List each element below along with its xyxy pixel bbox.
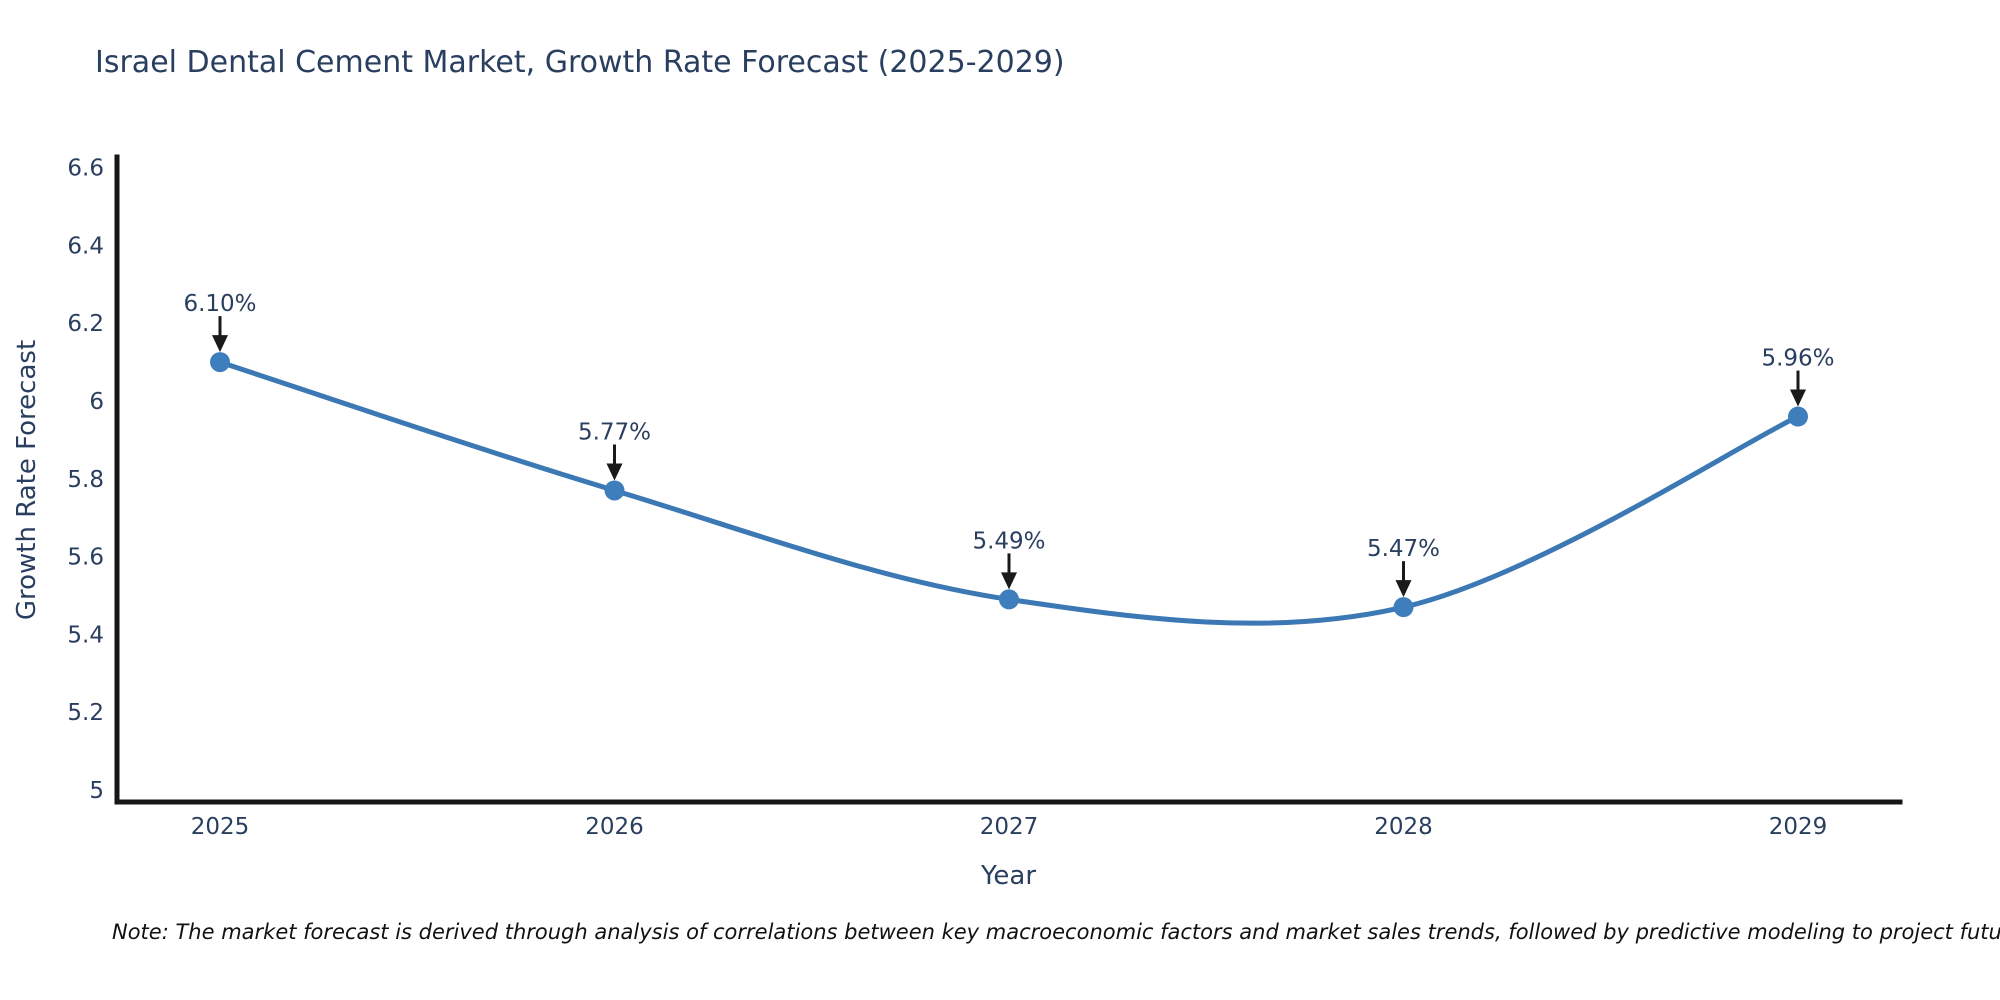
line-chart: 5 5.2 5.4 5.6 5.8 6 6.2 6.4 6.6 2025 2026 2027 2028 2… bbox=[67, 154, 1903, 840]
y-axis-title: Growth Rate Forecast bbox=[12, 339, 42, 621]
y-tick-label: 6.4 bbox=[67, 233, 104, 259]
y-tick-label: 6.6 bbox=[67, 156, 104, 182]
x-tick-label: 2025 bbox=[191, 814, 250, 840]
data-point bbox=[604, 480, 625, 501]
annotation-arrowhead bbox=[1001, 572, 1017, 590]
y-tick-label: 5.8 bbox=[67, 467, 104, 493]
annotation-arrowhead bbox=[1395, 580, 1412, 598]
data-point bbox=[999, 589, 1019, 610]
annotation-arrowhead bbox=[1790, 389, 1806, 407]
data-point bbox=[1788, 406, 1808, 427]
x-tick-label: 2029 bbox=[1769, 814, 1828, 840]
y-tick-label: 6 bbox=[89, 389, 104, 415]
point-label: 5.49% bbox=[972, 528, 1045, 554]
footnote: Note: The market forecast is derived thr… bbox=[112, 920, 2000, 944]
annotation-arrowhead bbox=[606, 463, 623, 481]
x-axis-title: Year bbox=[980, 861, 1037, 891]
y-tick-label: 5 bbox=[89, 778, 104, 804]
x-tick-label: 2027 bbox=[980, 814, 1039, 840]
data-point bbox=[210, 352, 230, 373]
chart-title: Israel Dental Cement Market, Growth Rate… bbox=[95, 45, 1065, 80]
annotation-arrowhead bbox=[212, 335, 228, 353]
point-label: 6.10% bbox=[183, 291, 256, 317]
y-tick-label: 6.2 bbox=[67, 311, 104, 337]
y-tick-label: 5.2 bbox=[67, 700, 104, 726]
point-label: 5.47% bbox=[1367, 536, 1440, 562]
data-point bbox=[1393, 597, 1414, 618]
x-tick-label: 2028 bbox=[1374, 814, 1433, 840]
y-tick-label: 5.6 bbox=[67, 545, 104, 571]
axis-line bbox=[114, 154, 1903, 805]
x-tick-label: 2026 bbox=[585, 814, 644, 840]
point-label: 5.96% bbox=[1761, 346, 1834, 372]
point-label: 5.77% bbox=[578, 419, 651, 445]
y-tick-label: 5.4 bbox=[67, 622, 104, 648]
